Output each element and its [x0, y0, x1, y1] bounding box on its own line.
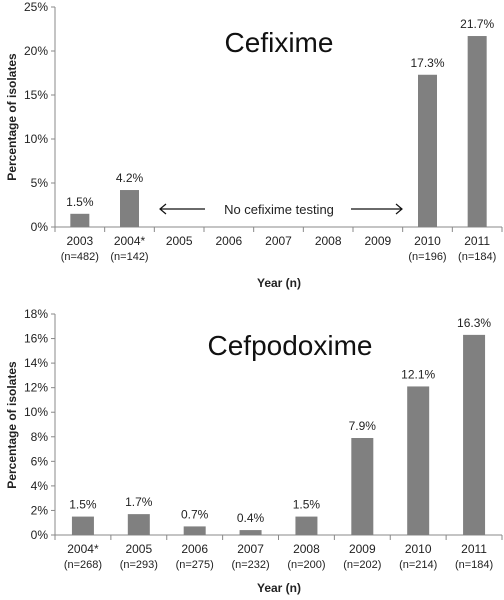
cefpodoxime-ytick-label: 14% — [24, 356, 48, 370]
cefpodoxime-ytick-label: 16% — [24, 332, 48, 346]
cefixime-data-label: 17.3% — [410, 56, 444, 70]
cefpodoxime-ytick-label: 18% — [24, 307, 48, 321]
cefpodoxime-xtick-count: (n=268) — [64, 559, 102, 571]
cefpodoxime-data-label: 7.9% — [349, 419, 377, 433]
cefixime-bar — [120, 190, 139, 227]
cefpodoxime-data-label: 1.5% — [69, 498, 97, 512]
cefixime-ytick-label: 15% — [24, 88, 48, 102]
cefpodoxime-data-label: 16.3% — [457, 316, 491, 330]
cefixime-xtick-count: (n=196) — [408, 251, 446, 263]
cefixime-ytick-label: 10% — [24, 132, 48, 146]
cefixime-data-label: 4.2% — [116, 171, 144, 185]
cefixime-xtick-label: 2011 — [464, 234, 490, 248]
cefpodoxime-ytick-label: 4% — [31, 479, 49, 493]
cefpodoxime-xtick-label: 2008 — [293, 542, 320, 556]
cefpodoxime-bar — [351, 438, 374, 535]
cefixime-chart: Percentage of isolates Cefixime Year (n)… — [5, 0, 503, 290]
cefixime-xtick-label: 2010 — [414, 234, 441, 248]
cefixime-xtick-count: (n=184) — [458, 251, 496, 263]
cefpodoxime-ytick-label: 6% — [31, 454, 49, 468]
cefpodoxime-bar — [127, 514, 150, 535]
annotation-arrowhead-right — [395, 203, 403, 215]
annotation-arrowhead-left — [159, 203, 167, 215]
cefixime-ylabel: Percentage of isolates — [5, 53, 19, 181]
cefpodoxime-ylabel: Percentage of isolates — [5, 361, 19, 489]
cefixime-data-label: 21.7% — [460, 17, 494, 31]
cefpodoxime-xtick-label: 2004* — [67, 542, 99, 556]
cefixime-xtick-label: 2007 — [265, 234, 292, 248]
cefpodoxime-ytick-label: 0% — [31, 528, 49, 542]
cefixime-bar — [70, 213, 90, 227]
cefixime-data-label: 1.5% — [66, 195, 94, 209]
cefixime-xtick-label: 2008 — [315, 234, 342, 248]
cefixime-xtick-count: (n=142) — [110, 251, 148, 263]
cefixime-bar — [418, 74, 437, 227]
cefpodoxime-xtick-count: (n=232) — [231, 559, 269, 571]
cefixime-xtick-label: 2009 — [364, 234, 391, 248]
cefpodoxime-xtick-count: (n=200) — [287, 559, 325, 571]
cefixime-xlabel: Year (n) — [257, 276, 301, 290]
cefpodoxime-bar — [407, 386, 430, 535]
cefpodoxime-bar — [239, 530, 262, 535]
cefpodoxime-xtick-count: (n=214) — [399, 559, 437, 571]
cefpodoxime-xtick-count: (n=293) — [120, 559, 158, 571]
cefpodoxime-title: Cefpodoxime — [208, 330, 373, 361]
cefixime-xtick-count: (n=482) — [61, 251, 99, 263]
cefpodoxime-xtick-label: 2005 — [125, 542, 152, 556]
cefixime-ytick-label: 0% — [31, 220, 49, 234]
cefpodoxime-bar — [463, 334, 486, 535]
cefixime-xtick-label: 2006 — [215, 234, 242, 248]
cefpodoxime-data-label: 1.5% — [293, 498, 321, 512]
cefpodoxime-ytick-label: 2% — [31, 503, 49, 517]
cefixime-ytick-label: 25% — [24, 0, 48, 14]
cefpodoxime-xlabel: Year (n) — [257, 581, 301, 595]
cefpodoxime-data-label: 12.1% — [401, 367, 435, 381]
cefpodoxime-data-label: 1.7% — [125, 495, 153, 509]
cefixime-xtick-label: 2003 — [66, 234, 93, 248]
cefixime-xtick-label: 2005 — [166, 234, 193, 248]
cefixime-ytick-label: 5% — [31, 176, 49, 190]
cefpodoxime-xtick-label: 2010 — [405, 542, 432, 556]
cefpodoxime-data-label: 0.7% — [181, 507, 209, 521]
cefpodoxime-xtick-label: 2007 — [237, 542, 264, 556]
cefpodoxime-xtick-count: (n=202) — [343, 559, 381, 571]
cefixime-xtick-label: 2004* — [114, 234, 146, 248]
cefpodoxime-xtick-label: 2011 — [461, 542, 487, 556]
cefpodoxime-xtick-count: (n=275) — [176, 559, 214, 571]
cefpodoxime-chart: Percentage of isolates Cefpodoxime Year … — [5, 307, 503, 595]
cefpodoxime-ytick-label: 8% — [31, 430, 49, 444]
cefixime-title: Cefixime — [225, 27, 334, 58]
cefpodoxime-ytick-label: 12% — [24, 381, 48, 395]
cefixime-bar — [467, 36, 487, 227]
cefpodoxime-xtick-count: (n=184) — [455, 559, 493, 571]
cefpodoxime-data-label: 0.4% — [237, 511, 265, 525]
cefixime-no-testing-annotation: No cefixime testing — [159, 202, 403, 217]
cefpodoxime-bar — [295, 516, 318, 535]
cefixime-ytick-label: 20% — [24, 44, 48, 58]
cefpodoxime-bar — [71, 516, 94, 535]
cefpodoxime-ytick-label: 10% — [24, 405, 48, 419]
cefpodoxime-xtick-label: 2009 — [349, 542, 376, 556]
cefpodoxime-bar — [183, 526, 206, 535]
cefixime-annotation-text: No cefixime testing — [224, 202, 334, 217]
cefpodoxime-xtick-label: 2006 — [181, 542, 208, 556]
